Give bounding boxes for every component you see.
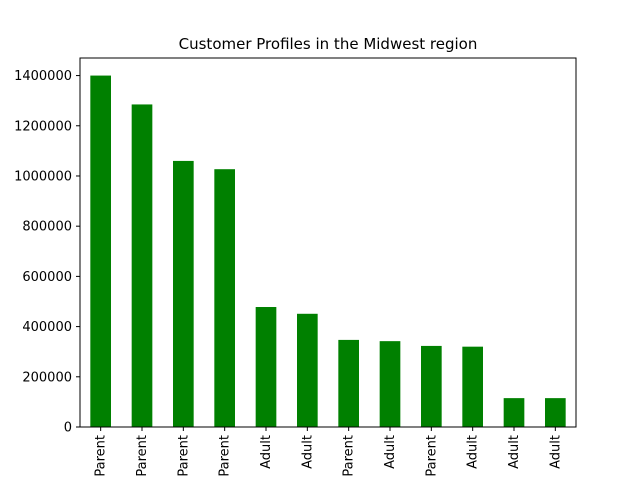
- plot-frame: [79, 57, 577, 428]
- bar-9: [421, 345, 442, 427]
- y-tick-label-4: 600000: [22, 270, 72, 285]
- x-tick-label-7: Parent: [342, 435, 357, 477]
- x-tick-label-6: Adult: [300, 435, 315, 469]
- bar-11: [503, 398, 525, 427]
- y-tick-label-8: 1400000: [14, 69, 72, 84]
- x-tick-label-10: Adult: [466, 435, 481, 469]
- y-tick-label-5: 800000: [22, 220, 72, 235]
- bar-4: [214, 169, 235, 427]
- x-axis: Parent Parent Parent Parent Adult Adult Parent…: [94, 427, 563, 477]
- x-tick-label-1: Parent: [94, 435, 109, 477]
- x-tick-label-9: Parent: [424, 435, 439, 477]
- bar-5: [255, 307, 277, 427]
- chart-title: Customer Profiles in the Midwest region: [179, 35, 478, 53]
- y-axis: 0 200000 400000 600000 800000 1000000 1200000 1…: [14, 69, 80, 436]
- y-tick-label-7: 1200000: [14, 119, 72, 134]
- bar-12: [545, 398, 566, 427]
- x-tick-label-5: Adult: [259, 435, 274, 469]
- y-tick-label-2: 200000: [22, 370, 72, 385]
- x-tick-label-4: Parent: [218, 435, 233, 477]
- y-tick-label-6: 1000000: [14, 169, 72, 184]
- x-tick-label-11: Adult: [507, 435, 522, 469]
- y-tick-label-3: 400000: [22, 320, 72, 335]
- bar-1: [90, 75, 111, 427]
- x-tick-label-8: Adult: [383, 435, 398, 469]
- x-tick-label-3: Parent: [176, 435, 191, 477]
- bar-10: [462, 346, 483, 427]
- bar-8: [379, 341, 401, 427]
- bar-7: [338, 339, 359, 427]
- bar-2: [131, 104, 153, 427]
- x-tick-label-12: Adult: [548, 435, 563, 469]
- bar-3: [173, 160, 194, 428]
- bars-layer: [90, 75, 566, 428]
- x-tick-label-2: Parent: [135, 435, 150, 477]
- y-tick-label-1: 0: [64, 421, 72, 436]
- bar-6: [297, 313, 318, 427]
